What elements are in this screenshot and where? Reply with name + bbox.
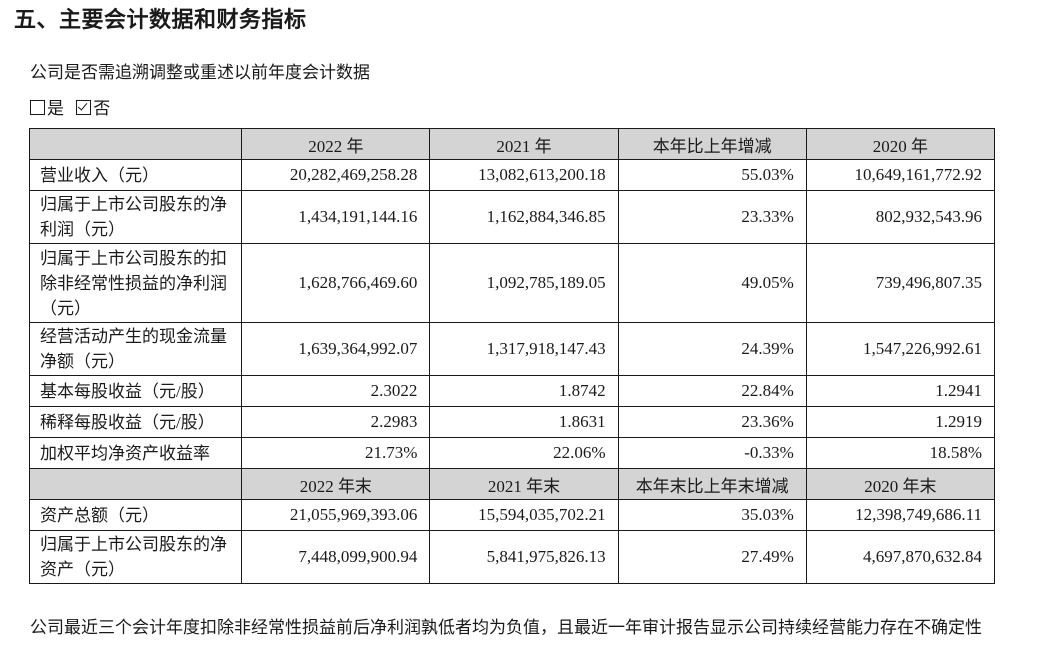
table-row: 营业收入（元） 20,282,469,258.28 13,082,613,200… bbox=[28, 159, 996, 191]
value-cell: 1,162,884,346.85 bbox=[429, 190, 619, 244]
header-cell-2020-end: 2020 年末 bbox=[805, 468, 996, 500]
header-cell-blank bbox=[28, 468, 243, 500]
row-label: 基本每股收益（元/股） bbox=[28, 375, 243, 407]
header-cell-change-end: 本年末比上年末增减 bbox=[617, 468, 807, 500]
restatement-options: 是 否 bbox=[30, 94, 118, 119]
value-cell: 18.58% bbox=[805, 437, 996, 469]
row-label: 加权平均净资产收益率 bbox=[28, 437, 243, 469]
value-cell: 15,594,035,702.21 bbox=[429, 499, 619, 531]
value-cell: -0.33% bbox=[617, 437, 807, 469]
value-cell: 1.8631 bbox=[429, 406, 619, 438]
table-row: 基本每股收益（元/股） 2.3022 1.8742 22.84% 1.2941 bbox=[28, 375, 996, 407]
header-cell-2022-end: 2022 年末 bbox=[241, 468, 431, 500]
value-cell: 24.39% bbox=[617, 322, 807, 376]
row-label: 资产总额（元） bbox=[28, 499, 243, 531]
value-cell: 5,841,975,826.13 bbox=[429, 530, 619, 584]
value-cell: 35.03% bbox=[617, 499, 807, 531]
value-cell: 1,092,785,189.05 bbox=[429, 243, 619, 323]
value-cell: 1,639,364,992.07 bbox=[241, 322, 431, 376]
row-label: 营业收入（元） bbox=[28, 159, 243, 191]
value-cell: 23.33% bbox=[617, 190, 807, 244]
checkbox-checked-icon[interactable] bbox=[76, 100, 92, 115]
header-cell-change: 本年比上年增减 bbox=[617, 128, 807, 160]
value-cell: 1,547,226,992.61 bbox=[805, 322, 996, 376]
table-row: 资产总额（元） 21,055,969,393.06 15,594,035,702… bbox=[28, 499, 996, 531]
table-row: 归属于上市公司股东的净利润（元） 1,434,191,144.16 1,162,… bbox=[28, 190, 996, 244]
value-cell: 739,496,807.35 bbox=[805, 243, 996, 323]
value-cell: 21.73% bbox=[241, 437, 431, 469]
value-cell: 20,282,469,258.28 bbox=[241, 159, 431, 191]
value-cell: 22.84% bbox=[617, 375, 807, 407]
header-cell-2021: 2021 年 bbox=[429, 128, 619, 160]
header-cell-2020: 2020 年 bbox=[805, 128, 996, 160]
value-cell: 1,434,191,144.16 bbox=[241, 190, 431, 244]
checkbox-unchecked-icon[interactable] bbox=[30, 100, 45, 115]
table-row: 经营活动产生的现金流量净额（元） 1,639,364,992.07 1,317,… bbox=[28, 322, 996, 376]
value-cell: 7,448,099,900.94 bbox=[241, 530, 431, 584]
row-label: 稀释每股收益（元/股） bbox=[28, 406, 243, 438]
value-cell: 27.49% bbox=[617, 530, 807, 584]
header-cell-blank bbox=[28, 128, 243, 160]
value-cell: 1.2919 bbox=[805, 406, 996, 438]
value-cell: 1,628,766,469.60 bbox=[241, 243, 431, 323]
section-title: 五、主要会计数据和财务指标 bbox=[14, 8, 307, 33]
value-cell: 4,697,870,632.84 bbox=[805, 530, 996, 584]
value-cell: 10,649,161,772.92 bbox=[805, 159, 996, 191]
option-yes[interactable]: 是 bbox=[30, 99, 64, 118]
value-cell: 55.03% bbox=[617, 159, 807, 191]
option-no-label: 否 bbox=[93, 99, 111, 118]
table-row: 归属于上市公司股东的净资产（元） 7,448,099,900.94 5,841,… bbox=[28, 530, 996, 584]
table-header-row: 2022 年末 2021 年末 本年末比上年末增减 2020 年末 bbox=[28, 468, 996, 500]
table-row: 加权平均净资产收益率 21.73% 22.06% -0.33% 18.58% bbox=[28, 437, 996, 469]
row-label: 归属于上市公司股东的扣除非经常性损益的净利润（元） bbox=[28, 243, 243, 323]
table-header-row: 2022 年 2021 年 本年比上年增减 2020 年 bbox=[28, 128, 996, 160]
value-cell: 802,932,543.96 bbox=[805, 190, 996, 244]
value-cell: 1.2941 bbox=[805, 375, 996, 407]
table-row: 归属于上市公司股东的扣除非经常性损益的净利润（元） 1,628,766,469.… bbox=[28, 243, 996, 323]
value-cell: 2.2983 bbox=[241, 406, 431, 438]
value-cell: 2.3022 bbox=[241, 375, 431, 407]
value-cell: 1.8742 bbox=[429, 375, 619, 407]
option-no[interactable]: 否 bbox=[76, 99, 110, 118]
value-cell: 1,317,918,147.43 bbox=[429, 322, 619, 376]
going-concern-note: 公司最近三个会计年度扣除非经常性损益前后净利润孰低者均为负值，且最近一年审计报告… bbox=[30, 618, 982, 637]
header-cell-2022: 2022 年 bbox=[241, 128, 431, 160]
row-label: 经营活动产生的现金流量净额（元） bbox=[28, 322, 243, 376]
value-cell: 49.05% bbox=[617, 243, 807, 323]
row-label: 归属于上市公司股东的净利润（元） bbox=[28, 190, 243, 244]
financial-data-table: 2022 年 2021 年 本年比上年增减 2020 年 营业收入（元） 20,… bbox=[28, 128, 996, 584]
restatement-question: 公司是否需追溯调整或重述以前年度会计数据 bbox=[30, 63, 370, 82]
row-label: 归属于上市公司股东的净资产（元） bbox=[28, 530, 243, 584]
value-cell: 13,082,613,200.18 bbox=[429, 159, 619, 191]
value-cell: 12,398,749,686.11 bbox=[805, 499, 996, 531]
value-cell: 22.06% bbox=[429, 437, 619, 469]
header-cell-2021-end: 2021 年末 bbox=[429, 468, 619, 500]
option-yes-label: 是 bbox=[47, 99, 64, 118]
value-cell: 21,055,969,393.06 bbox=[241, 499, 431, 531]
table-row: 稀释每股收益（元/股） 2.2983 1.8631 23.36% 1.2919 bbox=[28, 406, 996, 438]
value-cell: 23.36% bbox=[617, 406, 807, 438]
